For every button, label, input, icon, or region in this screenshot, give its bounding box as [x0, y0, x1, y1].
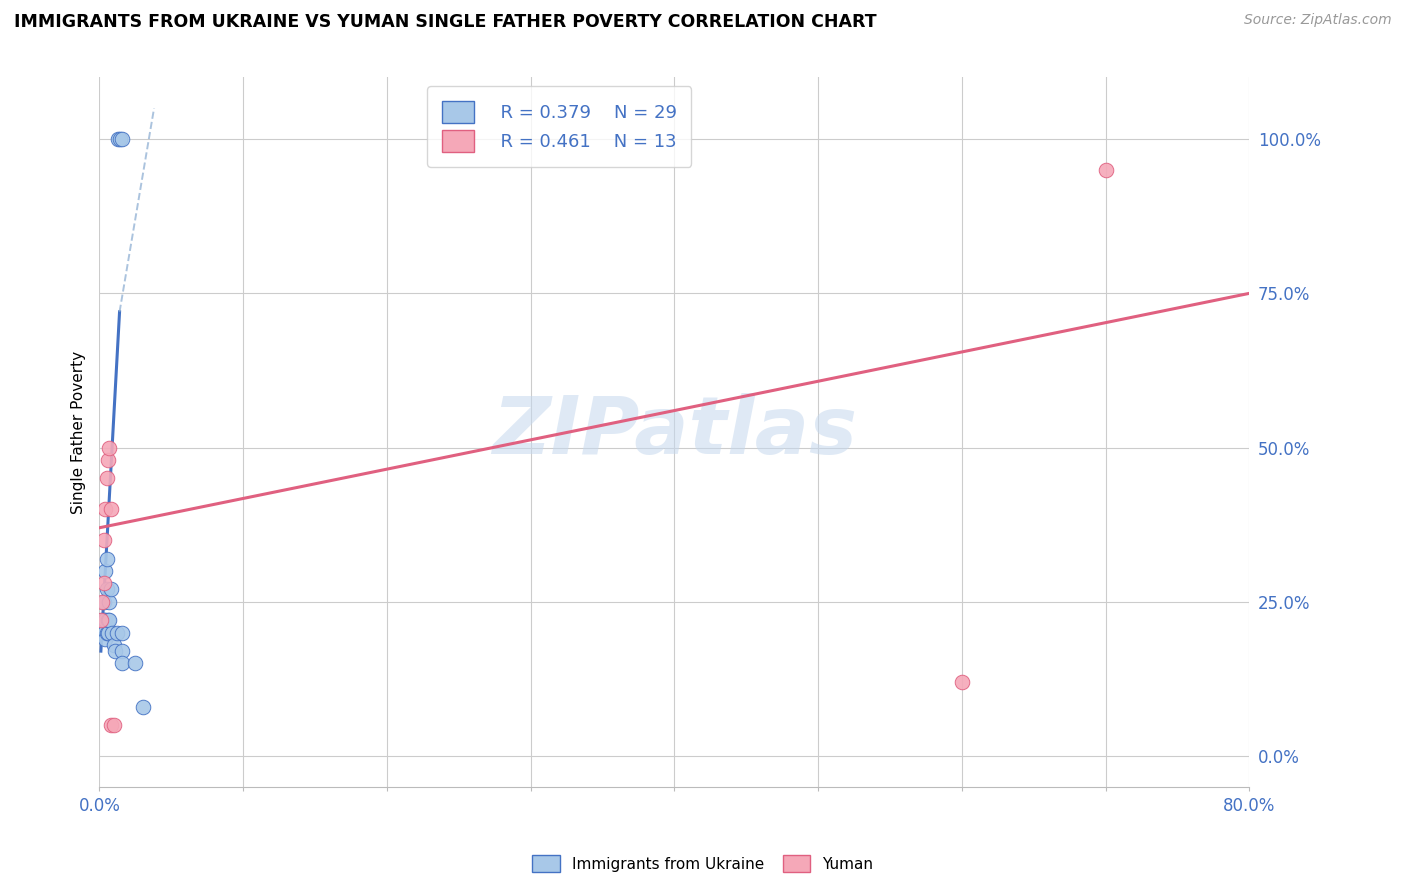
Point	[111, 657, 134, 671]
Point	[94, 502, 117, 516]
Point	[91, 595, 114, 609]
Point	[94, 613, 117, 627]
Point	[111, 625, 134, 640]
Point	[98, 595, 121, 609]
Point	[108, 132, 131, 146]
Point	[93, 595, 115, 609]
Point	[90, 625, 112, 640]
Point	[950, 675, 973, 690]
Point	[97, 453, 120, 467]
Legend: Immigrants from Ukraine, Yuman: Immigrants from Ukraine, Yuman	[524, 847, 882, 880]
Point	[96, 625, 118, 640]
Point	[100, 582, 122, 597]
Point	[111, 644, 134, 658]
Point	[100, 718, 122, 732]
Point	[91, 619, 114, 633]
Point	[103, 718, 125, 732]
Point	[93, 613, 115, 627]
Point	[96, 471, 118, 485]
Point	[93, 625, 115, 640]
Point	[97, 613, 120, 627]
Point	[98, 613, 121, 627]
Point	[100, 502, 122, 516]
Point	[96, 551, 118, 566]
Point	[94, 632, 117, 646]
Point	[91, 613, 114, 627]
Point	[111, 132, 134, 146]
Point	[1094, 163, 1116, 178]
Text: ZIPatlas: ZIPatlas	[492, 393, 856, 471]
Text: IMMIGRANTS FROM UKRAINE VS YUMAN SINGLE FATHER POVERTY CORRELATION CHART: IMMIGRANTS FROM UKRAINE VS YUMAN SINGLE …	[14, 13, 877, 31]
Point	[94, 564, 117, 578]
Text: Source: ZipAtlas.com: Source: ZipAtlas.com	[1244, 13, 1392, 28]
Point	[101, 625, 124, 640]
Legend:   R = 0.379    N = 29,   R = 0.461    N = 13: R = 0.379 N = 29, R = 0.461 N = 13	[427, 87, 692, 167]
Point	[93, 533, 115, 547]
Point	[107, 132, 129, 146]
Point	[93, 576, 115, 591]
Point	[97, 625, 120, 640]
Point	[98, 441, 121, 455]
Point	[131, 699, 153, 714]
Y-axis label: Single Father Poverty: Single Father Poverty	[72, 351, 86, 514]
Point	[104, 644, 127, 658]
Point	[103, 638, 125, 652]
Point	[124, 657, 146, 671]
Point	[90, 613, 112, 627]
Point	[105, 625, 128, 640]
Point	[96, 582, 118, 597]
